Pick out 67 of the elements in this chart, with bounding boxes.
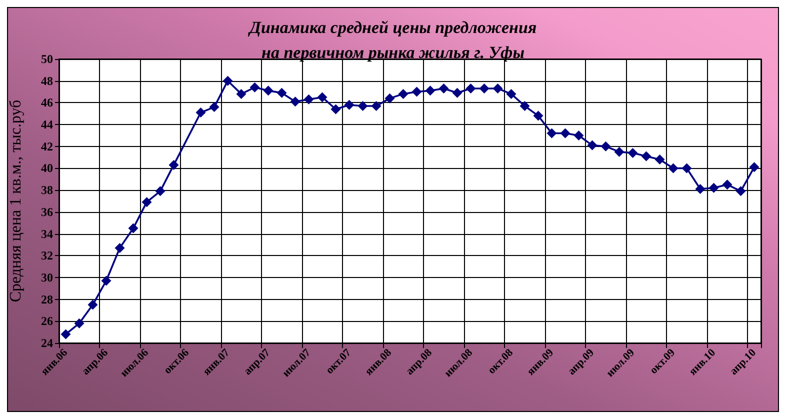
point bbox=[533, 110, 544, 121]
y-tick-label: 50 bbox=[41, 52, 53, 66]
point bbox=[412, 86, 422, 97]
point bbox=[654, 154, 665, 164]
point bbox=[74, 318, 84, 328]
point bbox=[168, 160, 179, 170]
point bbox=[290, 96, 300, 107]
y-tick-label: 30 bbox=[41, 270, 53, 284]
y-tick-label: 38 bbox=[41, 183, 53, 198]
y-tick-label: 40 bbox=[41, 161, 53, 176]
point bbox=[708, 182, 719, 193]
point bbox=[641, 151, 652, 162]
point bbox=[128, 223, 138, 234]
y-tick-label: 26 bbox=[41, 314, 53, 328]
point bbox=[344, 100, 354, 110]
point bbox=[304, 94, 314, 104]
point bbox=[600, 141, 611, 152]
point bbox=[101, 276, 112, 286]
y-tick-label: 48 bbox=[41, 74, 53, 88]
y-tick-label: 28 bbox=[41, 292, 53, 306]
point bbox=[668, 163, 678, 174]
point bbox=[196, 108, 206, 118]
point bbox=[749, 162, 760, 172]
chart-title: Динамика средней цены предложения на первичном рынка жилья г. Уфы bbox=[247, 18, 537, 62]
point bbox=[574, 130, 584, 140]
point bbox=[276, 88, 287, 98]
point bbox=[358, 100, 368, 111]
y-tick-label: 42 bbox=[41, 139, 53, 154]
y-tick-label: 24 bbox=[41, 336, 53, 350]
point bbox=[438, 83, 449, 94]
y-axis-title: Средняя цена 1 кв.м., тыс.руб bbox=[8, 100, 24, 302]
point bbox=[155, 186, 166, 196]
point bbox=[560, 128, 570, 138]
y-tick-label: 44 bbox=[41, 118, 53, 132]
point bbox=[236, 88, 246, 99]
point bbox=[587, 140, 598, 150]
point bbox=[452, 88, 462, 98]
point bbox=[479, 83, 490, 94]
point bbox=[736, 186, 746, 196]
point bbox=[114, 242, 125, 253]
y-tick-label: 46 bbox=[41, 96, 53, 110]
point bbox=[628, 148, 638, 158]
point bbox=[695, 184, 706, 194]
y-tick-label: 34 bbox=[41, 226, 53, 241]
point bbox=[398, 88, 408, 99]
point bbox=[222, 76, 233, 86]
point bbox=[88, 300, 98, 310]
point bbox=[330, 104, 341, 114]
point bbox=[384, 93, 395, 104]
point bbox=[492, 83, 503, 94]
point bbox=[60, 329, 71, 340]
point bbox=[682, 163, 692, 174]
point bbox=[466, 83, 476, 94]
point bbox=[546, 128, 557, 138]
y-tick-label: 32 bbox=[41, 248, 53, 263]
point bbox=[425, 86, 436, 96]
point bbox=[142, 197, 152, 208]
y-tick-label: 36 bbox=[41, 204, 53, 219]
point bbox=[317, 92, 328, 102]
point bbox=[263, 86, 274, 96]
point bbox=[506, 88, 516, 99]
point bbox=[209, 102, 220, 112]
point bbox=[371, 100, 382, 111]
point bbox=[614, 146, 624, 157]
point bbox=[520, 100, 530, 111]
point bbox=[722, 180, 732, 190]
point bbox=[250, 82, 260, 92]
